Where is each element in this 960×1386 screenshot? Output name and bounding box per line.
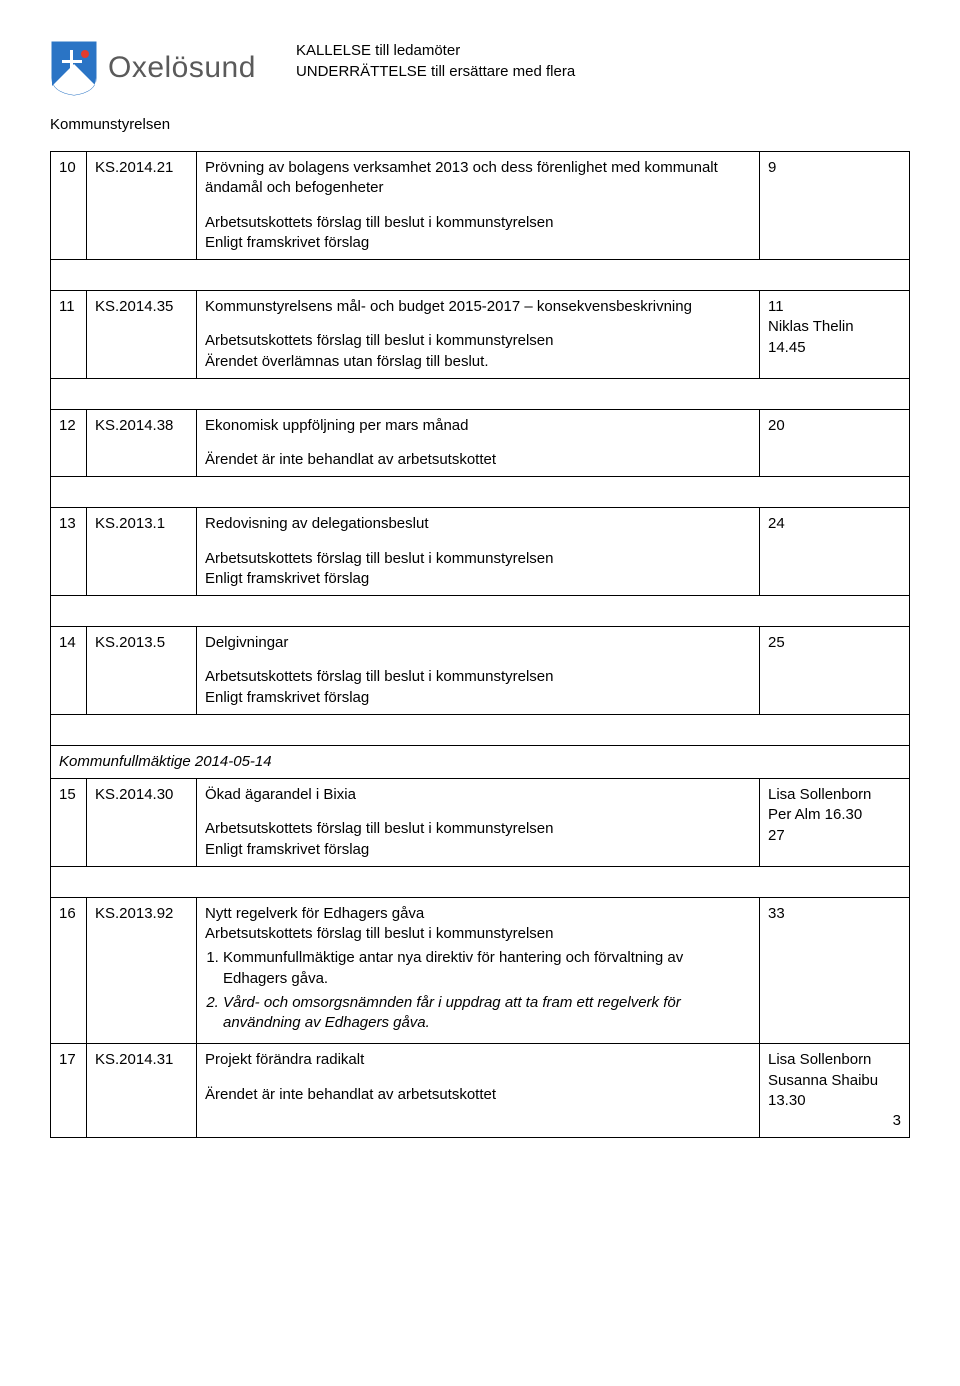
au-label: Arbetsutskottets förslag till beslut i k… <box>205 549 751 569</box>
row-right: 11 Niklas Thelin 14.45 <box>760 291 910 379</box>
right-line: 11 <box>768 297 901 317</box>
decision-list: Kommunfullmäktige antar nya direktiv för… <box>223 948 751 1033</box>
au-label: Arbetsutskottets förslag till beslut i k… <box>205 331 751 351</box>
row-ref: KS.2014.21 <box>87 152 197 260</box>
table-row: 13 KS.2013.1 Redovisning av delegationsb… <box>51 508 910 596</box>
row-body: Prövning av bolagens verksamhet 2013 och… <box>197 152 760 260</box>
table-row: 11 KS.2014.35 Kommunstyrelsens mål- och … <box>51 291 910 379</box>
section-row: Kommunfullmäktige 2014-05-14 <box>51 745 910 778</box>
au-label: Arbetsutskottets förslag till beslut i k… <box>205 667 751 687</box>
row-body: Ekonomisk uppföljning per mars månad Äre… <box>197 409 760 477</box>
row-title: Ökad ägarandel i Bixia <box>205 785 751 805</box>
not-handled-label: Ärendet är inte behandlat av arbetsutsko… <box>205 1085 751 1105</box>
au-text: Ärendet överlämnas utan förslag till bes… <box>205 352 751 372</box>
row-number: 16 <box>51 897 87 1044</box>
row-title: Prövning av bolagens verksamhet 2013 och… <box>205 158 751 199</box>
row-body: Ökad ägarandel i Bixia Arbetsutskottets … <box>197 779 760 867</box>
brand-text: Oxelösund <box>108 51 256 85</box>
row-right: Lisa Sollenborn Susanna Shaibu 13.30 3 <box>760 1044 910 1138</box>
right-line: 14.45 <box>768 338 901 358</box>
right-line: Per Alm 16.30 <box>768 805 901 825</box>
row-ref: KS.2013.5 <box>87 627 197 715</box>
page-number: 3 <box>768 1111 901 1131</box>
row-right: 25 <box>760 627 910 715</box>
row-right: 24 <box>760 508 910 596</box>
row-number: 11 <box>51 291 87 379</box>
subheading: Kommunstyrelsen <box>50 116 910 133</box>
notice-line-2: UNDERRÄTTELSE till ersättare med flera <box>296 61 575 82</box>
table-row: 10 KS.2014.21 Prövning av bolagens verks… <box>51 152 910 260</box>
row-title: Kommunstyrelsens mål- och budget 2015-20… <box>205 297 751 317</box>
logo-block: Oxelösund <box>50 40 256 96</box>
right-line: 13.30 <box>768 1091 901 1111</box>
row-right: 33 <box>760 897 910 1044</box>
row-right: 9 <box>760 152 910 260</box>
row-ref: KS.2014.30 <box>87 779 197 867</box>
au-text: Enligt framskrivet förslag <box>205 569 751 589</box>
list-item: Vård- och omsorgsnämnden får i uppdrag a… <box>223 993 751 1034</box>
not-handled-label: Ärendet är inte behandlat av arbetsutsko… <box>205 450 751 470</box>
row-number: 15 <box>51 779 87 867</box>
row-number: 10 <box>51 152 87 260</box>
row-number: 14 <box>51 627 87 715</box>
row-ref: KS.2014.38 <box>87 409 197 477</box>
agenda-table: 10 KS.2014.21 Prövning av bolagens verks… <box>50 151 910 1138</box>
table-row: 12 KS.2014.38 Ekonomisk uppföljning per … <box>51 409 910 477</box>
row-body: Projekt förändra radikalt Ärendet är int… <box>197 1044 760 1138</box>
right-line: 27 <box>768 826 901 846</box>
row-right: 20 <box>760 409 910 477</box>
au-text: Enligt framskrivet förslag <box>205 688 751 708</box>
row-body: Redovisning av delegationsbeslut Arbetsu… <box>197 508 760 596</box>
section-title: Kommunfullmäktige 2014-05-14 <box>51 745 910 778</box>
table-row: 16 KS.2013.92 Nytt regelverk för Edhager… <box>51 897 910 1044</box>
row-title: Redovisning av delegationsbeslut <box>205 514 751 534</box>
au-text: Enligt framskrivet förslag <box>205 840 751 860</box>
page-header: Oxelösund KALLELSE till ledamöter UNDERR… <box>50 40 910 96</box>
row-title: Delgivningar <box>205 633 751 653</box>
notice-line-1: KALLELSE till ledamöter <box>296 40 575 61</box>
row-number: 12 <box>51 409 87 477</box>
row-ref: KS.2013.1 <box>87 508 197 596</box>
row-number: 17 <box>51 1044 87 1138</box>
row-title: Ekonomisk uppföljning per mars månad <box>205 416 751 436</box>
au-label: Arbetsutskottets förslag till beslut i k… <box>205 213 751 233</box>
au-label: Arbetsutskottets förslag till beslut i k… <box>205 924 751 944</box>
list-item: Kommunfullmäktige antar nya direktiv för… <box>223 948 751 989</box>
right-line: Niklas Thelin <box>768 317 901 337</box>
right-line: Lisa Sollenborn <box>768 1050 901 1070</box>
row-number: 13 <box>51 508 87 596</box>
row-ref: KS.2014.31 <box>87 1044 197 1138</box>
table-row: 17 KS.2014.31 Projekt förändra radikalt … <box>51 1044 910 1138</box>
row-body: Nytt regelverk för Edhagers gåva Arbetsu… <box>197 897 760 1044</box>
municipality-shield-icon <box>50 40 98 96</box>
notice-block: KALLELSE till ledamöter UNDERRÄTTELSE ti… <box>296 40 575 82</box>
row-title: Projekt förändra radikalt <box>205 1050 751 1070</box>
row-ref: KS.2013.92 <box>87 897 197 1044</box>
table-row: 14 KS.2013.5 Delgivningar Arbetsutskotte… <box>51 627 910 715</box>
row-body: Kommunstyrelsens mål- och budget 2015-20… <box>197 291 760 379</box>
row-ref: KS.2014.35 <box>87 291 197 379</box>
row-right: Lisa Sollenborn Per Alm 16.30 27 <box>760 779 910 867</box>
au-label: Arbetsutskottets förslag till beslut i k… <box>205 819 751 839</box>
row-title: Nytt regelverk för Edhagers gåva <box>205 904 751 924</box>
au-text: Enligt framskrivet förslag <box>205 233 751 253</box>
table-row: 15 KS.2014.30 Ökad ägarandel i Bixia Arb… <box>51 779 910 867</box>
right-line: Lisa Sollenborn <box>768 785 901 805</box>
right-line: Susanna Shaibu <box>768 1071 901 1091</box>
row-body: Delgivningar Arbetsutskottets förslag ti… <box>197 627 760 715</box>
